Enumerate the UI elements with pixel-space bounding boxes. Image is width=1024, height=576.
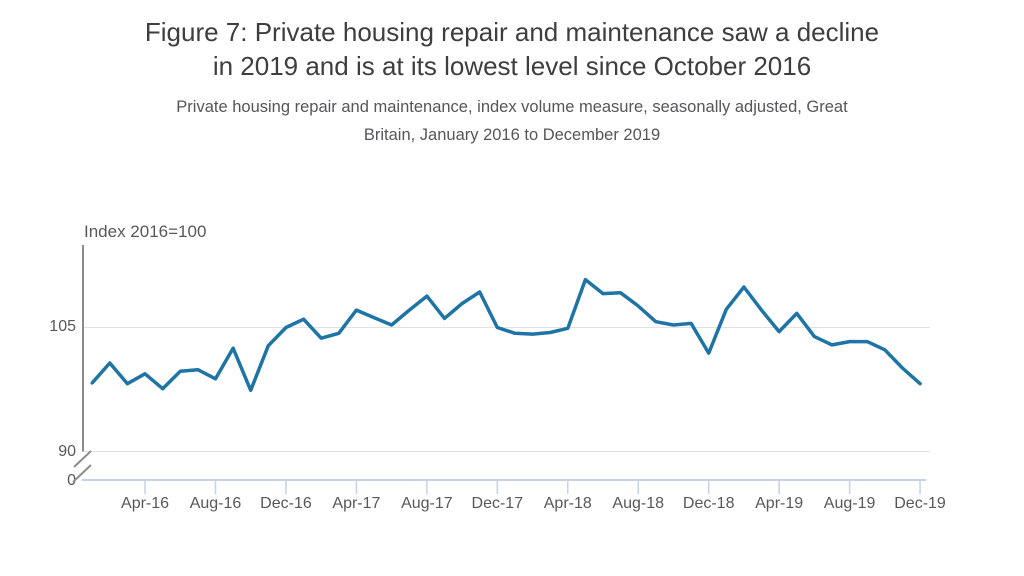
y-axis-title: Index 2016=100 <box>84 222 207 241</box>
x-tick-label: Apr-19 <box>755 495 804 512</box>
x-tick-label: Dec-19 <box>894 495 946 512</box>
x-tick-label: Apr-18 <box>543 495 592 512</box>
x-tick-label: Dec-16 <box>260 495 312 512</box>
x-tick-label: Apr-16 <box>121 495 170 512</box>
data-line-private-housing <box>90 277 922 393</box>
figure-title: Figure 7: Private housing repair and mai… <box>0 15 1024 83</box>
figure-title-line2: in 2019 and is at its lowest level since… <box>212 51 812 81</box>
figure-title-line1: Figure 7: Private housing repair and mai… <box>144 17 880 47</box>
y-tick-label-90: 90 <box>58 443 76 460</box>
figure-subtitle: Private housing repair and maintenance, … <box>0 93 1024 149</box>
y-axis-break-icon <box>72 464 92 483</box>
y-axis-break-icon <box>73 450 92 468</box>
figure-subtitle-line2: Britain, January 2016 to December 2019 <box>363 126 661 144</box>
y-tick-label-105: 105 <box>49 318 76 335</box>
x-tick-label: Aug-17 <box>401 495 453 512</box>
x-tick-label: Aug-16 <box>189 495 242 512</box>
figure-subtitle-line1: Private housing repair and maintenance, … <box>176 98 848 116</box>
y-tick-label-0: 0 <box>67 472 76 489</box>
x-tick-label: Dec-18 <box>682 495 735 512</box>
x-tick-label: Dec-17 <box>471 495 524 512</box>
x-tick-label: Apr-17 <box>332 495 381 512</box>
x-tick-label: Aug-19 <box>823 495 876 512</box>
x-tick-label: Aug-18 <box>612 495 665 512</box>
